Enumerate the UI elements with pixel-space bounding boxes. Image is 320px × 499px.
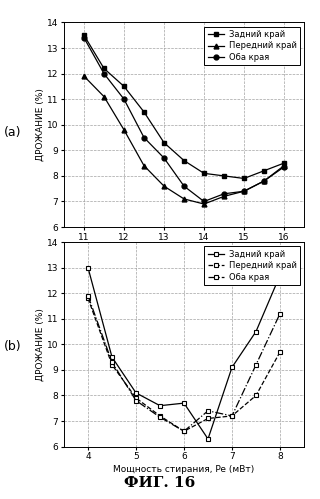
Передний край: [262, 178, 266, 184]
Оба края: [142, 135, 146, 141]
Оба края: [182, 183, 186, 189]
Передний край: [102, 94, 106, 100]
Задний край: [230, 364, 234, 370]
Передний край: [134, 395, 138, 401]
X-axis label: Мощность стирания, Pe (мВт): Мощность стирания, Pe (мВт): [113, 466, 255, 475]
Line: Передний край: Передний край: [85, 296, 283, 434]
Оба края: [278, 310, 282, 316]
Задний край: [242, 176, 246, 182]
Оба края: [102, 70, 106, 76]
Оба края: [182, 428, 186, 434]
Передний край: [282, 163, 286, 169]
Задний край: [278, 272, 282, 278]
Оба края: [162, 155, 166, 161]
Line: Оба края: Оба края: [85, 293, 283, 434]
Text: (b): (b): [4, 340, 22, 353]
Передний край: [182, 196, 186, 202]
Передний край: [82, 73, 86, 79]
Передний край: [242, 188, 246, 194]
Задний край: [182, 158, 186, 164]
Передний край: [182, 428, 186, 434]
Оба края: [282, 164, 286, 170]
Передний край: [230, 413, 234, 419]
Задний край: [262, 168, 266, 174]
Оба края: [230, 413, 234, 419]
Оба края: [206, 408, 210, 414]
Передний край: [86, 295, 90, 301]
Задний край: [182, 400, 186, 406]
Line: Передний край: Передний край: [82, 74, 286, 207]
Оба края: [82, 35, 86, 41]
Передний край: [206, 416, 210, 422]
Text: (a): (a): [4, 126, 21, 139]
Legend: Задний край, Передний край, Оба края: Задний край, Передний край, Оба края: [204, 26, 300, 65]
Передний край: [110, 362, 114, 368]
Задний край: [122, 83, 126, 89]
Задний край: [102, 65, 106, 71]
Оба края: [86, 293, 90, 299]
Передний край: [162, 183, 166, 189]
Y-axis label: ДРОЖАНИЕ (%): ДРОЖАНИЕ (%): [35, 88, 44, 161]
Y-axis label: ДРОЖАНИЕ (%): ДРОЖАНИЕ (%): [35, 308, 44, 381]
Задний край: [82, 32, 86, 38]
Передний край: [254, 392, 258, 398]
Оба края: [122, 96, 126, 102]
Line: Оба края: Оба края: [82, 35, 286, 204]
Передний край: [142, 163, 146, 169]
Оба края: [222, 191, 226, 197]
Line: Задний край: Задний край: [85, 265, 283, 441]
Передний край: [158, 413, 162, 419]
Legend: Задний край, Передний край, Оба края: Задний край, Передний край, Оба края: [204, 246, 300, 285]
Передний край: [202, 201, 206, 207]
Задний край: [142, 109, 146, 115]
Задний край: [222, 173, 226, 179]
Передний край: [278, 349, 282, 355]
Задний край: [110, 354, 114, 360]
Оба края: [110, 359, 114, 365]
Задний край: [162, 140, 166, 146]
Передний край: [222, 193, 226, 199]
Задний край: [282, 160, 286, 166]
Line: Задний край: Задний край: [82, 33, 286, 181]
Задний край: [202, 170, 206, 176]
Оба края: [242, 188, 246, 194]
Оба края: [134, 398, 138, 404]
Передний край: [122, 127, 126, 133]
Text: ФИГ. 16: ФИГ. 16: [124, 476, 196, 490]
Задний край: [86, 264, 90, 270]
Оба края: [158, 414, 162, 420]
Оба края: [202, 199, 206, 205]
Оба края: [254, 362, 258, 368]
Оба края: [262, 178, 266, 184]
X-axis label: Мощность записи, Pw (мВт): Мощность записи, Pw (мВт): [118, 246, 250, 255]
Задний край: [158, 403, 162, 409]
Задний край: [134, 390, 138, 396]
Задний край: [206, 436, 210, 442]
Задний край: [254, 328, 258, 334]
